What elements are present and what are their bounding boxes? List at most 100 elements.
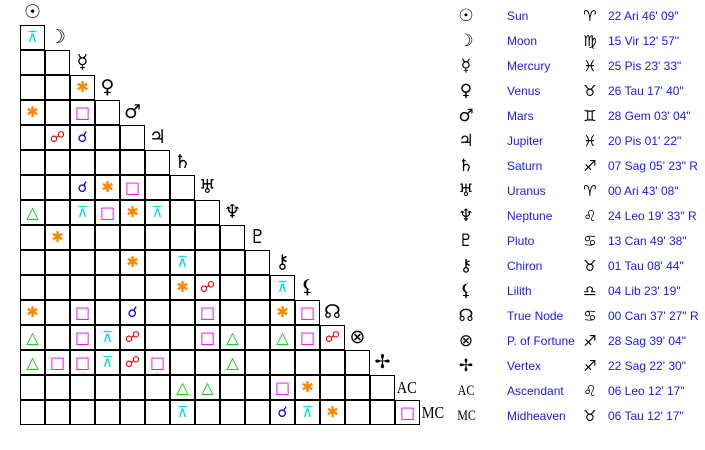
aspect-cell[interactable]: [195, 400, 220, 425]
aspect-cell[interactable]: △: [220, 325, 245, 350]
aspect-cell[interactable]: ⊼: [20, 25, 45, 50]
aspect-cell[interactable]: [145, 225, 170, 250]
aspect-cell[interactable]: ✱: [120, 200, 145, 225]
aspect-cell[interactable]: [120, 400, 145, 425]
aspect-cell[interactable]: [95, 150, 120, 175]
aspect-cell[interactable]: □: [395, 400, 420, 425]
aspect-cell[interactable]: [45, 300, 70, 325]
aspect-cell[interactable]: [145, 250, 170, 275]
aspect-cell[interactable]: [120, 125, 145, 150]
aspect-cell[interactable]: ✱: [320, 400, 345, 425]
aspect-cell[interactable]: [245, 375, 270, 400]
aspect-cell[interactable]: [45, 200, 70, 225]
aspect-cell[interactable]: [20, 150, 45, 175]
aspect-cell[interactable]: ☌: [70, 125, 95, 150]
planet-row-mars[interactable]: ♂ Mars ♊ 28 Gem 03' 04": [455, 105, 705, 130]
aspect-cell[interactable]: [45, 75, 70, 100]
aspect-cell[interactable]: □: [70, 350, 95, 375]
aspect-cell[interactable]: [20, 125, 45, 150]
aspect-cell[interactable]: [95, 250, 120, 275]
aspect-cell[interactable]: [20, 375, 45, 400]
aspect-cell[interactable]: △: [270, 325, 295, 350]
aspect-cell[interactable]: [95, 375, 120, 400]
aspect-cell[interactable]: [70, 250, 95, 275]
planet-row-ascendant[interactable]: AC Ascendant ♌ 06 Leo 12' 17": [455, 380, 705, 405]
aspect-cell[interactable]: [245, 300, 270, 325]
aspect-cell[interactable]: △: [195, 375, 220, 400]
aspect-cell[interactable]: [45, 150, 70, 175]
aspect-cell[interactable]: [145, 175, 170, 200]
aspect-cell[interactable]: ☌: [120, 300, 145, 325]
aspect-cell[interactable]: [95, 100, 120, 125]
aspect-cell[interactable]: [145, 325, 170, 350]
planet-row-jupiter[interactable]: ♃ Jupiter ♓ 20 Pis 01' 22": [455, 130, 705, 155]
aspect-cell[interactable]: [45, 250, 70, 275]
aspect-cell[interactable]: △: [20, 200, 45, 225]
aspect-cell[interactable]: [45, 100, 70, 125]
aspect-cell[interactable]: [145, 375, 170, 400]
aspect-cell[interactable]: ⊼: [295, 400, 320, 425]
aspect-cell[interactable]: [170, 200, 195, 225]
planet-row-venus[interactable]: ♀ Venus ♉ 26 Tau 17' 40": [455, 80, 705, 105]
aspect-cell[interactable]: [120, 375, 145, 400]
planet-row-sun[interactable]: ☉ Sun ♈ 22 Ari 46' 09": [455, 5, 705, 30]
aspect-cell[interactable]: [20, 225, 45, 250]
aspect-cell[interactable]: [245, 325, 270, 350]
aspect-cell[interactable]: △: [20, 325, 45, 350]
aspect-cell[interactable]: ✱: [120, 250, 145, 275]
aspect-cell[interactable]: [45, 50, 70, 75]
aspect-cell[interactable]: [295, 350, 320, 375]
aspect-cell[interactable]: [320, 375, 345, 400]
aspect-cell[interactable]: [20, 400, 45, 425]
aspect-cell[interactable]: [245, 250, 270, 275]
aspect-cell[interactable]: [320, 350, 345, 375]
aspect-cell[interactable]: [220, 225, 245, 250]
aspect-cell[interactable]: [45, 275, 70, 300]
aspect-cell[interactable]: [145, 300, 170, 325]
aspect-cell[interactable]: □: [195, 325, 220, 350]
aspect-cell[interactable]: [120, 225, 145, 250]
aspect-cell[interactable]: □: [70, 325, 95, 350]
aspect-cell[interactable]: [70, 225, 95, 250]
aspect-cell[interactable]: □: [295, 325, 320, 350]
aspect-cell[interactable]: [220, 275, 245, 300]
aspect-cell[interactable]: ☍: [195, 275, 220, 300]
aspect-cell[interactable]: ☍: [120, 325, 145, 350]
aspect-cell[interactable]: △: [20, 350, 45, 375]
aspect-cell[interactable]: ✱: [70, 75, 95, 100]
aspect-cell[interactable]: ✱: [45, 225, 70, 250]
aspect-cell[interactable]: ✱: [20, 100, 45, 125]
aspect-cell[interactable]: □: [45, 350, 70, 375]
aspect-cell[interactable]: ⊼: [95, 350, 120, 375]
aspect-cell[interactable]: ✱: [170, 275, 195, 300]
planet-row-chiron[interactable]: ⚷ Chiron ♉ 01 Tau 08' 44": [455, 255, 705, 280]
aspect-cell[interactable]: [195, 250, 220, 275]
aspect-cell[interactable]: [220, 300, 245, 325]
aspect-cell[interactable]: [95, 275, 120, 300]
aspect-cell[interactable]: [345, 400, 370, 425]
planet-row-uranus[interactable]: ♅ Uranus ♈ 00 Ari 43' 08": [455, 180, 705, 205]
aspect-cell[interactable]: [45, 175, 70, 200]
aspect-cell[interactable]: □: [195, 300, 220, 325]
aspect-cell[interactable]: [345, 375, 370, 400]
aspect-cell[interactable]: ⊼: [170, 250, 195, 275]
aspect-cell[interactable]: [170, 350, 195, 375]
aspect-cell[interactable]: ⊼: [270, 275, 295, 300]
aspect-cell[interactable]: [220, 375, 245, 400]
aspect-cell[interactable]: □: [95, 200, 120, 225]
aspect-cell[interactable]: [95, 400, 120, 425]
aspect-cell[interactable]: [95, 300, 120, 325]
aspect-cell[interactable]: [170, 175, 195, 200]
aspect-cell[interactable]: ☌: [70, 175, 95, 200]
planet-row-midheaven[interactable]: MC Midheaven ♉ 06 Tau 12' 17": [455, 405, 705, 430]
aspect-cell[interactable]: [345, 350, 370, 375]
aspect-cell[interactable]: [245, 400, 270, 425]
aspect-cell[interactable]: [95, 225, 120, 250]
aspect-cell[interactable]: [145, 275, 170, 300]
aspect-cell[interactable]: [270, 350, 295, 375]
aspect-cell[interactable]: [195, 225, 220, 250]
aspect-cell[interactable]: [95, 125, 120, 150]
aspect-cell[interactable]: [120, 150, 145, 175]
aspect-cell[interactable]: [195, 350, 220, 375]
aspect-cell[interactable]: □: [70, 300, 95, 325]
